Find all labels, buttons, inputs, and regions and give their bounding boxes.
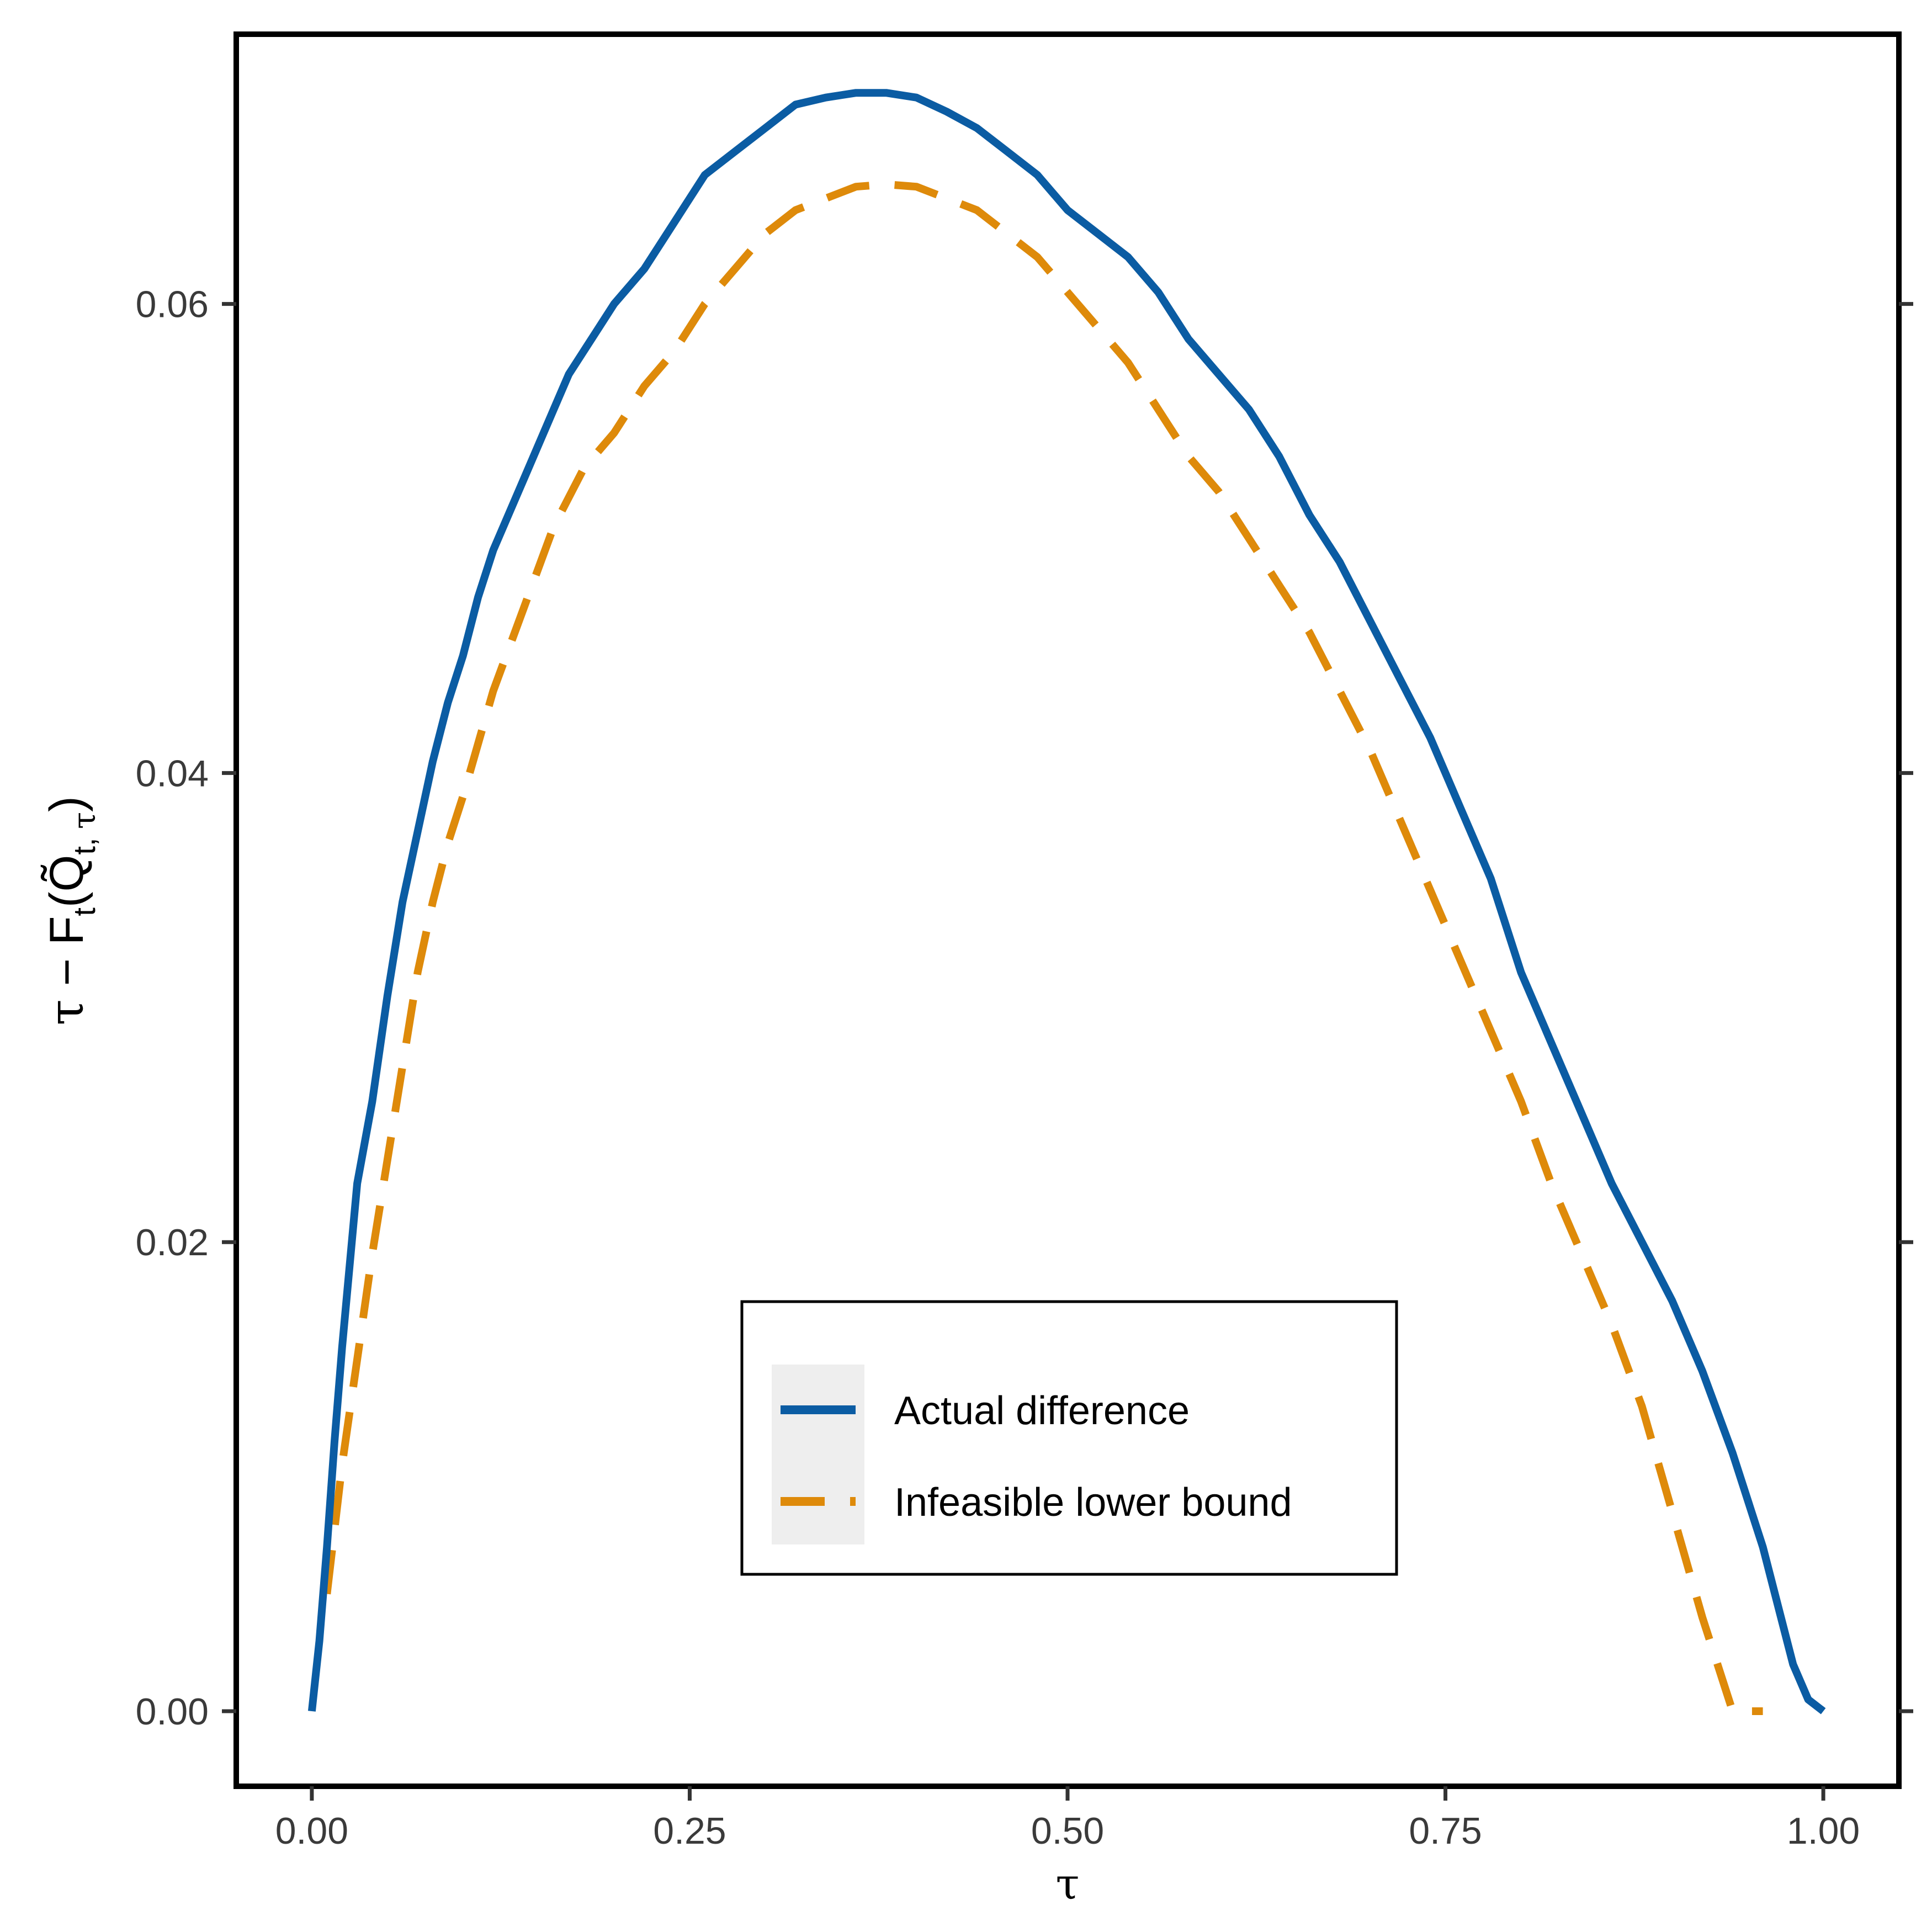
y-tick-label: 0.06 [136, 284, 209, 326]
legend: Actual difference Infeasible lower bound [740, 1300, 1398, 1576]
x-tick-label: 0.75 [1409, 1810, 1482, 1852]
legend-label-actual-difference: Actual difference [894, 1389, 1190, 1433]
legend-key-background [772, 1365, 864, 1544]
x-tick-label: 0.00 [275, 1810, 348, 1852]
x-tick-label: 0.25 [653, 1810, 726, 1852]
axis-tick-labels: 0.00 0.25 0.50 0.75 1.00 0.00 0.02 0.04 0.06 [136, 284, 1860, 1852]
axis-ticks [222, 302, 1913, 1801]
y-tick-label: 0.02 [136, 1222, 209, 1264]
y-label-sub-t2: t, [67, 829, 102, 855]
y-tick-label: 0.00 [136, 1691, 209, 1733]
series-layer [307, 89, 1826, 1715]
y-label-minus-f: − F [40, 916, 93, 1000]
series-line-actual-difference [307, 89, 1826, 1715]
y-label-sub-tau: τ [67, 812, 103, 829]
svg-text:τ − Ft(Q̃t, τ): τ − Ft(Q̃t, τ) [39, 796, 103, 1026]
x-tick-label: 1.00 [1787, 1810, 1860, 1852]
y-axis-title: τ − Ft(Q̃t, τ) [39, 796, 103, 1026]
legend-label-infeasible-lower-bound: Infeasible lower bound [894, 1480, 1292, 1525]
y-label-sub-t: t [67, 907, 102, 916]
x-tick-label: 0.50 [1031, 1810, 1104, 1852]
y-tick-label: 0.04 [136, 752, 209, 794]
y-label-q-tilde: (Q̃ [40, 855, 93, 908]
y-label-close-paren: ) [40, 796, 93, 812]
series-line-infeasible-lower-bound [323, 180, 1763, 1715]
x-axis-title: τ [1055, 1860, 1079, 1909]
y-label-tau: τ [39, 999, 94, 1026]
